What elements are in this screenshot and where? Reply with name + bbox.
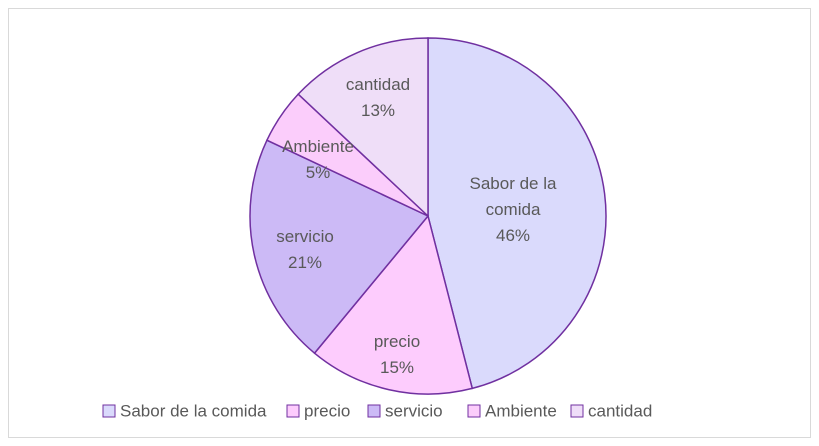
legend-label: Sabor de la comida [120, 401, 267, 420]
data-label-box: Ambiente 5% [263, 115, 373, 205]
label-value: 21% [287, 253, 323, 272]
legend-swatch [367, 404, 381, 418]
legend-label: Ambiente [485, 401, 557, 420]
data-label-box: precio 15% [352, 310, 442, 400]
pie-slice [249, 139, 430, 355]
legend-label: precio [304, 401, 350, 420]
data-label: Sabor de la comida 46% [453, 165, 573, 255]
label-category: Ambiente [282, 137, 354, 156]
legend-swatch [102, 404, 116, 418]
pie-slice [313, 214, 474, 395]
legend-swatch [570, 404, 584, 418]
label-category: Sabor de la comida [469, 174, 557, 219]
legend-label: cantidad [588, 401, 652, 420]
label-category: cantidad [345, 75, 411, 94]
label-category: servicio [276, 227, 334, 246]
label-value: 46% [495, 226, 531, 245]
pie-slice [427, 37, 607, 390]
legend-swatch [467, 404, 481, 418]
legend-swatch [286, 404, 300, 418]
legend-label: servicio [385, 401, 443, 420]
label-value: 13% [360, 101, 396, 120]
label-category: precio [373, 332, 421, 351]
data-label: Ambiente 5% [263, 115, 373, 205]
data-label: cantidad 13% [323, 53, 433, 143]
data-label: servicio 21% [255, 205, 355, 295]
data-label-box: Sabor de la comida 46% [453, 165, 573, 255]
pie-slice [297, 37, 429, 218]
data-label-box: servicio 21% [255, 205, 355, 295]
label-value: 5% [305, 163, 331, 182]
data-label: precio 15% [352, 310, 442, 400]
data-label-box: cantidad 13% [323, 53, 433, 143]
label-value: 15% [379, 358, 415, 377]
